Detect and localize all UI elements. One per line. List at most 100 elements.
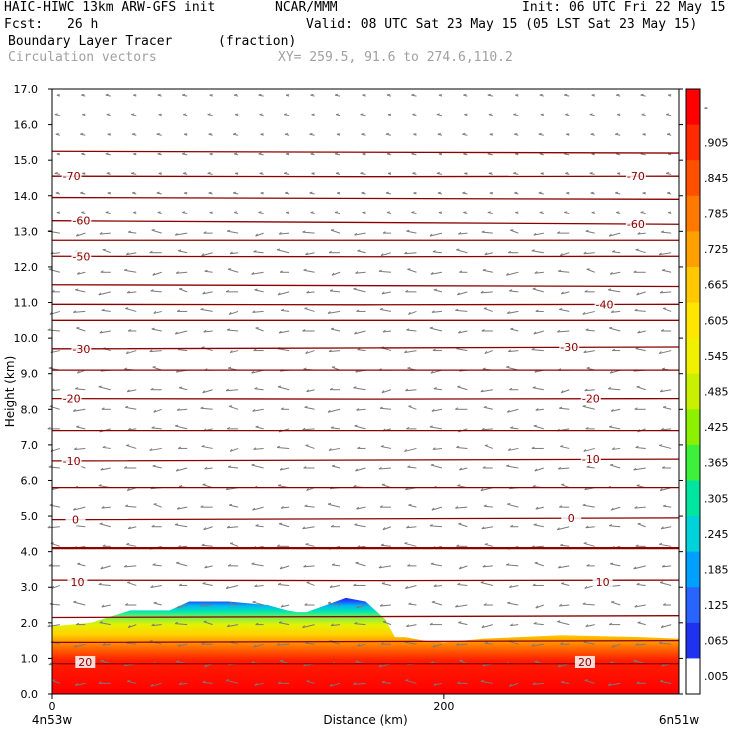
vector-head bbox=[226, 328, 231, 331]
vector-head bbox=[226, 426, 231, 430]
vector-head bbox=[661, 367, 666, 370]
vector-head bbox=[455, 407, 459, 410]
vector-head bbox=[157, 93, 161, 96]
vector-head bbox=[76, 622, 80, 626]
vector-head bbox=[174, 232, 178, 236]
colorbar-label: .365 bbox=[704, 457, 729, 470]
vector-head bbox=[330, 327, 335, 330]
colorbar-label: .905 bbox=[704, 136, 729, 149]
vector-head bbox=[617, 113, 621, 116]
circulation-vector bbox=[354, 232, 366, 236]
vector-head bbox=[356, 605, 359, 609]
y-tick-label: 7.0 bbox=[21, 439, 39, 452]
circulation-vector bbox=[356, 506, 366, 510]
circulation-vector bbox=[431, 310, 442, 313]
vector-head bbox=[582, 503, 586, 506]
vector-head bbox=[658, 252, 662, 256]
vector-head bbox=[635, 544, 639, 547]
xy-coordinates: XY= 259.5, 91.6 to 274.6,110.2 bbox=[278, 50, 513, 65]
circulation-vector bbox=[331, 271, 341, 276]
vector-head bbox=[201, 543, 205, 546]
vector-head bbox=[227, 564, 232, 567]
circulation-vector bbox=[659, 444, 672, 449]
contour-label-bg bbox=[625, 218, 646, 231]
circulation-vector bbox=[635, 348, 646, 352]
vector-head bbox=[226, 624, 230, 627]
vector-head bbox=[183, 172, 187, 174]
vector-head bbox=[405, 679, 409, 681]
contour-label: -60 bbox=[627, 218, 645, 231]
circulation-vector bbox=[534, 562, 544, 567]
vector-head bbox=[255, 622, 259, 626]
colorbar-label: .725 bbox=[704, 243, 729, 256]
vector-head bbox=[177, 643, 181, 647]
vector-head bbox=[353, 583, 357, 586]
circulation-vector bbox=[253, 251, 264, 254]
vector-head bbox=[387, 172, 392, 174]
vector-head bbox=[276, 445, 281, 448]
circulation-vector bbox=[202, 681, 213, 684]
circulation-vector bbox=[177, 604, 188, 609]
vector-head bbox=[438, 94, 442, 96]
circulation-vector bbox=[101, 506, 111, 509]
circulation-vector bbox=[611, 310, 621, 313]
vector-head bbox=[234, 152, 238, 155]
circulation-vector bbox=[151, 229, 162, 234]
circulation-vector bbox=[176, 271, 188, 274]
circulation-vector bbox=[277, 291, 290, 296]
vector-head bbox=[204, 664, 208, 668]
vector-head bbox=[258, 211, 262, 214]
circulation-vector bbox=[482, 565, 493, 568]
circulation-vector bbox=[484, 444, 494, 449]
vector-head bbox=[151, 524, 155, 528]
vector-head bbox=[203, 527, 207, 531]
colorbar-label: .485 bbox=[704, 386, 729, 399]
x-tick-label: 200 bbox=[433, 700, 454, 713]
vector-head bbox=[153, 311, 157, 314]
temperature-contour bbox=[51, 284, 680, 288]
vector-head bbox=[381, 291, 385, 295]
vector-head bbox=[255, 233, 258, 237]
circulation-vector bbox=[124, 565, 137, 568]
vector-head bbox=[616, 211, 620, 214]
vector-head bbox=[357, 249, 361, 252]
vector-head bbox=[510, 327, 514, 330]
vector-head bbox=[336, 191, 341, 194]
vector-head bbox=[304, 405, 308, 408]
vector-head bbox=[433, 682, 437, 686]
temperature-contour bbox=[51, 196, 680, 200]
vector-head bbox=[76, 326, 80, 329]
vector-head bbox=[150, 683, 154, 687]
vector-head bbox=[150, 387, 154, 391]
vector-head bbox=[123, 564, 128, 568]
circulation-vector bbox=[661, 624, 672, 629]
circulation-vector bbox=[99, 330, 111, 334]
circulation-vector bbox=[277, 348, 290, 352]
circulation-vector bbox=[456, 446, 468, 449]
vector-head bbox=[133, 152, 137, 155]
vector-head bbox=[277, 582, 282, 585]
vector-head bbox=[304, 603, 308, 606]
vector-head bbox=[229, 350, 233, 353]
y-tick-label: 6.0 bbox=[21, 474, 39, 487]
circulation-vector bbox=[378, 467, 392, 470]
vector-head bbox=[125, 351, 129, 354]
vector-head bbox=[98, 681, 102, 684]
circulation-vector bbox=[582, 504, 595, 508]
circulation-vector bbox=[278, 523, 290, 528]
circulation-vector bbox=[634, 506, 646, 509]
circulation-vector bbox=[175, 623, 188, 626]
vector-head bbox=[659, 488, 663, 491]
circulation-vector bbox=[255, 232, 264, 237]
vector-head bbox=[124, 268, 128, 271]
vector-head bbox=[127, 625, 131, 628]
contour-label: -10 bbox=[582, 453, 600, 466]
circulation-vector bbox=[662, 307, 672, 312]
circulation-vector bbox=[509, 682, 519, 687]
vector-head bbox=[586, 366, 590, 369]
vector-head bbox=[487, 93, 491, 96]
vector-head bbox=[636, 681, 640, 684]
vector-head bbox=[584, 679, 588, 681]
circulation-vector bbox=[329, 290, 341, 293]
vector-head bbox=[251, 272, 255, 275]
